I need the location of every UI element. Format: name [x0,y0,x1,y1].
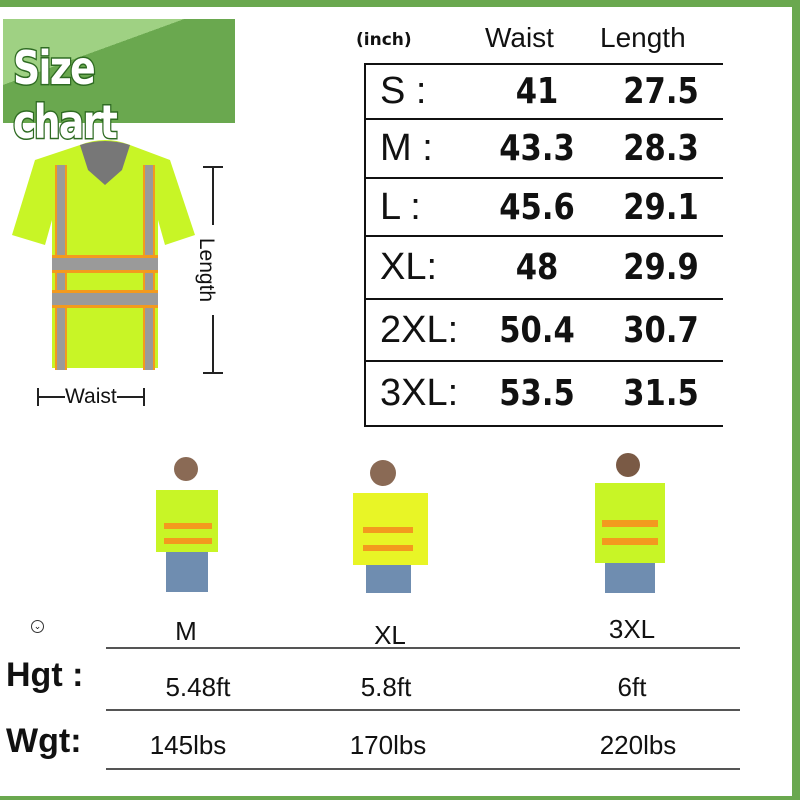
length-cap [203,166,223,168]
height-label: Hgt : [6,656,84,694]
model-size: XL [374,620,406,650]
table-row: 3XL: 53.5 31.5 [364,360,723,427]
weight-label: Wgt: [6,722,82,760]
header-waist: Waist [485,22,554,53]
unit-label: (inch) [356,30,412,50]
table-row: L :45.6 29.1 [364,177,723,237]
frame-border [792,0,800,800]
model-photo-m [156,457,218,592]
model-size: 3XL [608,614,656,644]
model-photo-3xl [595,453,665,593]
model-photo-xl [353,460,428,593]
model-weight: 145lbs [149,730,227,760]
length-label: Length [195,225,218,315]
size-table: S :41 27.5 M :43.3 28.3 L :45.6 29.1 XL: 48 2… [364,63,723,427]
model-height: 6ft [617,672,647,702]
table-row: S :41 27.5 [364,63,723,120]
frame-border [0,0,800,7]
model-weight: 220lbs [599,730,677,760]
table-row: M :43.3 28.3 [364,118,723,179]
model-size: M [175,616,197,646]
length-cap [203,372,223,374]
table-row: 2XL: 50.4 30.7 [364,298,723,362]
divider [106,709,740,711]
model-height: 5.48ft [165,672,231,702]
header-length: Length [600,22,686,53]
chevron-down-circle-icon: ⌄ [31,620,44,633]
size-chart-banner: Size chart [3,19,235,151]
waist-indicator: Waist [37,385,145,409]
divider [106,768,740,770]
model-weight: 170lbs [349,730,427,760]
waist-label: Waist [65,385,117,408]
table-row: XL: 48 29.9 [364,235,723,300]
model-height: 5.8ft [360,672,412,702]
shirt-image [12,140,195,370]
divider [106,647,740,649]
frame-border [0,796,800,800]
